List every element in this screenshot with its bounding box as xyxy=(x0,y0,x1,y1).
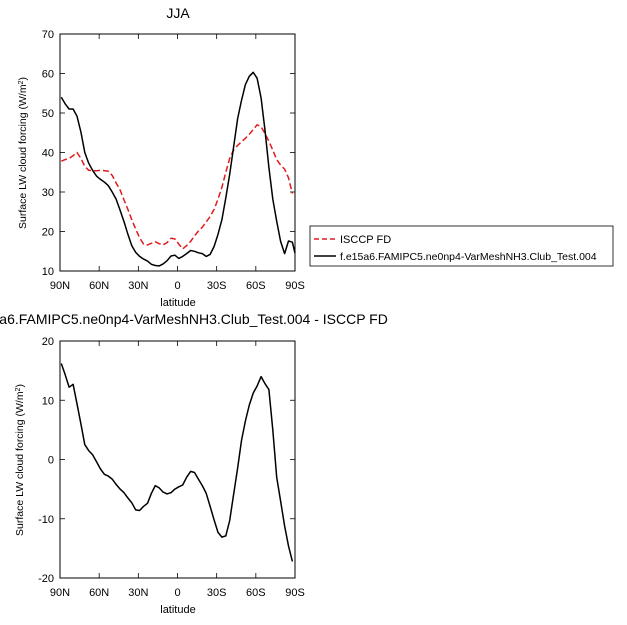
top-plot-frame xyxy=(59,33,296,272)
bottom-x-axis-label: latitude xyxy=(160,604,195,616)
top-chart-title: JJA xyxy=(166,5,190,21)
y-tick-label: 20 xyxy=(42,336,54,348)
y-tick-label: 10 xyxy=(42,266,54,278)
y-tick-label: 10 xyxy=(42,395,54,407)
x-tick-label: 90N xyxy=(50,587,70,599)
y-tick-label: 70 xyxy=(42,29,54,41)
y-tick-label: 0 xyxy=(48,455,54,467)
top-y-axis-label: Surface LW cloud forcing (W/m2) xyxy=(17,77,29,229)
x-tick-label: 60N xyxy=(89,587,109,599)
bottom-panel: f.e15a6.FAMIPC5.ne0np4-VarMeshNH3.Club_T… xyxy=(0,311,388,616)
series-line-difference xyxy=(60,363,294,562)
x-tick-label: 30N xyxy=(128,587,148,599)
bottom-y-axis-label: Surface LW cloud forcing (W/m2) xyxy=(14,384,26,536)
top-panel: JJA 10 20 30 40 50 60 70 90N 60N 30N 0 30S 60S 90S la… xyxy=(17,5,305,309)
legend-label-isccp: ISCCP FD xyxy=(340,234,391,246)
x-tick-label: 30N xyxy=(128,280,148,292)
legend-label-model: f.e15a6.FAMIPC5.ne0np4-VarMeshNH3.Club_T… xyxy=(340,251,597,263)
y-tick-label: 60 xyxy=(42,69,54,81)
top-series xyxy=(60,71,296,267)
x-tick-label: 90S xyxy=(285,280,305,292)
x-tick-label: 0 xyxy=(174,587,180,599)
y-tick-label: 50 xyxy=(42,108,54,120)
x-tick-label: 30S xyxy=(207,280,227,292)
legend-box xyxy=(309,225,614,267)
bottom-ticks: -20 -10 0 10 20 90N 60N 30N 0 30S 60S 90S xyxy=(38,336,305,599)
y-tick-label: 30 xyxy=(42,187,54,199)
legend: ISCCP FD f.e15a6.FAMIPC5.ne0np4-VarMeshN… xyxy=(309,225,614,267)
y-tick-label: 40 xyxy=(42,148,54,160)
series-line-model xyxy=(60,71,296,267)
bottom-series xyxy=(60,363,294,562)
x-tick-label: 60S xyxy=(246,280,266,292)
x-tick-label: 90S xyxy=(285,587,305,599)
x-tick-label: 0 xyxy=(174,280,180,292)
y-tick-label: -20 xyxy=(38,573,54,585)
y-tick-label: 20 xyxy=(42,227,54,239)
x-tick-label: 30S xyxy=(207,587,227,599)
x-tick-label: 90N xyxy=(50,280,70,292)
series-line-isccp xyxy=(61,124,294,250)
y-tick-label: -10 xyxy=(38,514,54,526)
top-x-axis-label: latitude xyxy=(160,297,195,309)
x-tick-label: 60N xyxy=(89,280,109,292)
bottom-chart-title: f.e15a6.FAMIPC5.ne0np4-VarMeshNH3.Club_T… xyxy=(0,311,388,327)
x-tick-label: 60S xyxy=(246,587,266,599)
top-ticks: 10 20 30 40 50 60 70 90N 60N 30N 0 30S 60S 90S xyxy=(42,29,305,292)
